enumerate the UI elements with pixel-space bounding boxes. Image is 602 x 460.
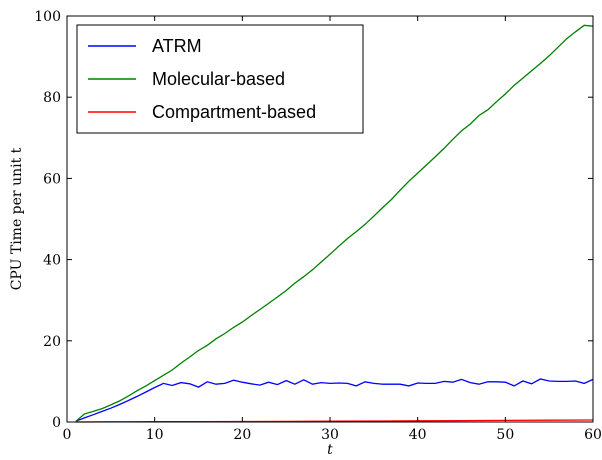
series-line-atrm: [75, 378, 594, 422]
ticks-layer: 0 10 20 30 40 50 60 0 20 40 60 80 100: [34, 9, 602, 443]
x-tick-label: 60: [584, 427, 602, 443]
legend-label-molecular-based: Molecular-based: [152, 69, 285, 89]
x-tick-label: 30: [321, 427, 339, 443]
y-tick-label: 80: [43, 90, 61, 106]
x-tick-label: 20: [233, 427, 251, 443]
series-line-molecular-based: [75, 24, 594, 422]
legend-label-compartment-based: Compartment-based: [152, 102, 316, 122]
legend-label-atrm: ATRM: [152, 36, 202, 56]
legend: ATRM Molecular-based Compartment-based: [76, 24, 364, 134]
y-tick-label: 60: [43, 171, 61, 187]
x-tick-label: 50: [496, 427, 514, 443]
x-tick-label: 40: [409, 427, 427, 443]
y-tick-label: 100: [34, 9, 61, 25]
y-tick-label: 20: [43, 334, 61, 350]
x-axis-label: t: [327, 442, 333, 458]
x-tick-label: 10: [146, 427, 164, 443]
y-tick-label: 40: [43, 253, 61, 269]
x-tick-label: 0: [63, 427, 72, 443]
y-axis-label: CPU Time per unit t: [9, 147, 25, 290]
y-tick-label: 0: [52, 415, 61, 431]
